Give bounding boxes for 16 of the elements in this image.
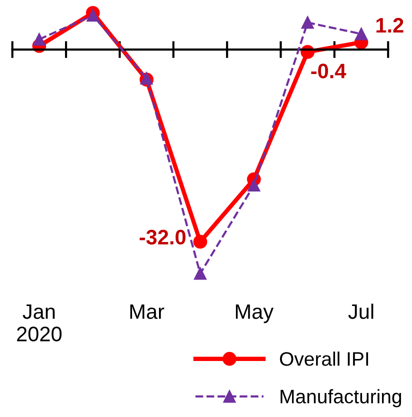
- data-label: 1.2: [376, 18, 404, 32]
- point: [355, 28, 368, 40]
- point: [193, 234, 208, 249]
- point: [301, 16, 314, 29]
- point: [86, 9, 100, 22]
- legend-label: Manufacturing: [280, 389, 402, 408]
- data-label: -32.0: [140, 230, 186, 245]
- x-tick-label: May: [236, 304, 274, 324]
- x-tick-label: Mar: [130, 304, 164, 319]
- x-tick-label: Jan 2020: [17, 304, 62, 342]
- data-label: -0.4: [311, 64, 346, 78]
- x-tick-label: Jul: [348, 304, 374, 319]
- point: [248, 179, 260, 192]
- point: [194, 267, 206, 280]
- legend-label: Overall IPI: [280, 352, 368, 366]
- point: [32, 33, 46, 46]
